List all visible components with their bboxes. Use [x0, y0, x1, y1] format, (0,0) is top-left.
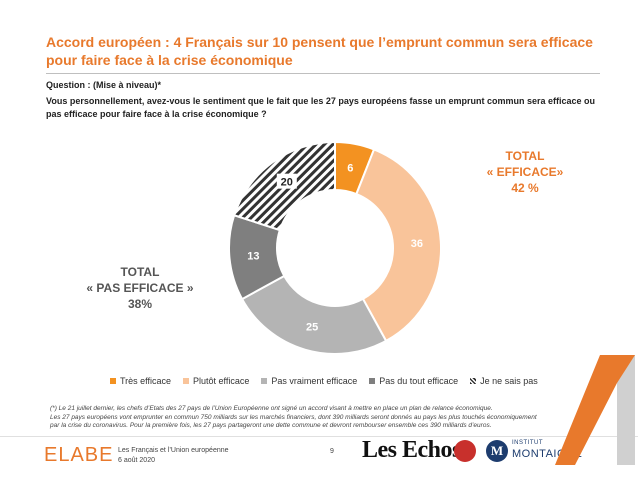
data-label: 13 [247, 251, 259, 263]
footer-subtitle-text: Les Français et l’Union européenne [118, 447, 229, 454]
donut-slice-plutôt-efficace [355, 148, 442, 343]
data-label: 25 [306, 322, 318, 334]
total-efficace-line2: « EFFICACE» [486, 165, 564, 179]
total-pas-efficace-line1: TOTAL [120, 265, 160, 279]
legend-item: Je ne sais pas [470, 376, 538, 386]
total-pas-efficace-line2: « PAS EFFICACE » [86, 281, 194, 295]
institut-label: INSTITUT [512, 440, 543, 446]
legend-swatch [110, 378, 116, 384]
legend-swatch [470, 378, 477, 384]
data-label: 20 [281, 177, 293, 189]
footnote-line: par la crise du coronavirus. Pour la pre… [50, 422, 492, 430]
legend-label: Je ne sais pas [480, 376, 538, 386]
total-efficace: TOTAL « EFFICACE» 42 % [470, 148, 580, 196]
legend-swatch [183, 378, 190, 384]
legend-label: Très efficace [120, 376, 172, 386]
chart-legend: Très efficace Plutôt efficace Pas vraiment… [110, 374, 550, 388]
total-efficace-value: 42 % [511, 181, 539, 195]
total-pas-efficace-value: 38% [127, 297, 153, 311]
question-label: Question : (Mise à niveau)* [46, 80, 162, 90]
decorative-arrow-shape [555, 355, 635, 465]
data-label: 6 [347, 162, 353, 174]
question-text: Vous personnellement, avez-vous le senti… [46, 96, 596, 119]
red-badge-logo [454, 440, 476, 462]
data-label-background [276, 173, 297, 189]
total-pas-efficace: TOTAL « PAS EFFICACE » 38% [70, 264, 210, 312]
legend-item: Pas du tout efficace [369, 376, 458, 386]
legend-swatch [261, 378, 268, 384]
total-efficace-line1: TOTAL [505, 149, 545, 163]
page-title: Accord européen : 4 Français sur 10 pens… [46, 34, 593, 68]
data-label: 36 [411, 238, 423, 250]
legend-item: Plutôt efficace [183, 376, 249, 386]
les-echos-logo: Les Echos [362, 437, 461, 463]
legend-item: Très efficace [110, 376, 171, 386]
footnote-line: Les 27 pays européens vont emprunter en … [50, 413, 537, 421]
legend-label: Pas du tout efficace [379, 376, 459, 386]
institut-montaigne-emblem: M [486, 440, 508, 462]
legend-item: Pas vraiment efficace [261, 376, 357, 386]
page-number: 9 [330, 448, 334, 455]
footer-date: 6 août 2020 [118, 457, 155, 464]
footnote: (*) Le 21 juillet dernier, les chefs d’E… [50, 405, 570, 431]
legend-swatch [369, 378, 376, 384]
footer-divider [0, 436, 638, 437]
legend-label: Pas vraiment efficace [271, 376, 358, 386]
donut-slice-pas-vraiment-efficace [240, 274, 388, 355]
elabe-logo: ELABE [44, 444, 114, 466]
footer-subtitle: Les Français et l’Union européenne 6 aoû… [118, 446, 229, 466]
footnote-line: (*) Le 21 juillet dernier, les chefs d’E… [50, 405, 493, 412]
title-divider [46, 73, 600, 74]
legend-label: Plutôt efficace [193, 376, 250, 386]
